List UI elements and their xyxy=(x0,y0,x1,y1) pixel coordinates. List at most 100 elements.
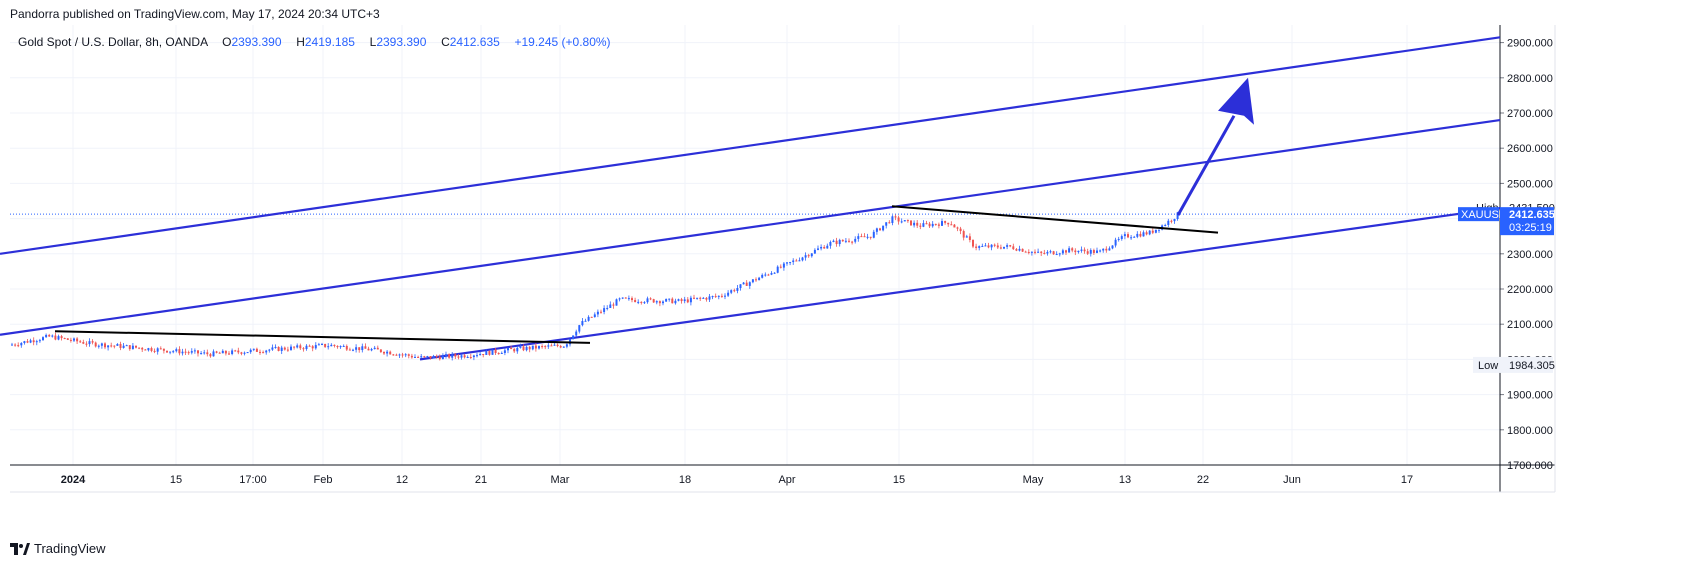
candle-body xyxy=(990,244,993,248)
candle-body xyxy=(463,355,466,358)
low-tag-value: 1984.305 xyxy=(1509,360,1555,372)
candle-body xyxy=(624,297,627,299)
candle-body xyxy=(575,331,578,336)
legend-high: 2419.185 xyxy=(304,35,355,49)
forecast-arrow-shaft xyxy=(1176,115,1236,216)
candle-body xyxy=(823,246,826,249)
candle-body xyxy=(736,288,739,291)
candle-body xyxy=(100,343,103,346)
candle-body xyxy=(689,297,692,303)
candle-body xyxy=(968,236,971,240)
candle-body xyxy=(438,356,441,360)
candle-body xyxy=(987,245,990,248)
candle-body xyxy=(751,279,754,283)
candle-body xyxy=(172,351,175,353)
candle-body xyxy=(336,345,339,348)
candle-body xyxy=(782,263,785,268)
candle-body xyxy=(1167,220,1170,225)
candle-body xyxy=(128,345,131,350)
candle-body xyxy=(221,350,224,354)
tradingview-brand[interactable]: TradingView xyxy=(10,541,106,556)
candle-body xyxy=(389,351,392,355)
y-tick-label: 2900.000 xyxy=(1507,38,1553,50)
candle-body xyxy=(996,245,999,248)
candle-body xyxy=(891,216,894,223)
legend-open-label: O xyxy=(222,35,232,49)
candle-body xyxy=(999,247,1002,249)
candle-body xyxy=(435,355,438,357)
candle-body xyxy=(925,223,928,225)
x-tick-label: 17 xyxy=(1401,474,1413,486)
y-tick-label: 1800.000 xyxy=(1507,425,1553,437)
candle-body xyxy=(683,299,686,302)
candle-body xyxy=(941,221,943,226)
candle-body xyxy=(903,220,906,222)
candle-body xyxy=(1068,248,1071,253)
candle-body xyxy=(820,246,823,249)
x-tick-label: 18 xyxy=(679,474,691,486)
candle-body xyxy=(981,245,984,247)
x-tick-label: 2024 xyxy=(61,474,86,486)
candle-body xyxy=(29,340,32,343)
candle-body xyxy=(76,338,79,342)
candle-body xyxy=(1083,249,1086,252)
candle-body xyxy=(764,274,767,276)
candle-body xyxy=(54,335,57,340)
candle-body xyxy=(302,348,305,350)
candle-body xyxy=(88,341,91,345)
candle-body xyxy=(379,349,382,353)
low-tag-label: Low xyxy=(1478,360,1498,372)
candle-body xyxy=(702,297,705,299)
candle-body xyxy=(215,351,218,353)
candle-body xyxy=(339,346,342,348)
candle-body xyxy=(178,349,181,354)
candle-body xyxy=(1030,251,1033,253)
candle-body xyxy=(559,346,562,348)
y-tick-label: 2500.000 xyxy=(1507,178,1553,190)
candle-body xyxy=(556,344,559,347)
candle-body xyxy=(60,336,63,339)
candle-body xyxy=(1009,245,1012,247)
candle-body xyxy=(860,236,863,238)
candle-body xyxy=(457,356,460,358)
candle-body xyxy=(634,300,637,302)
candle-body xyxy=(66,338,69,340)
candle-body xyxy=(1049,251,1052,253)
candle-body xyxy=(1170,220,1173,222)
candle-body xyxy=(578,325,581,332)
candle-body xyxy=(525,346,528,351)
candle-body xyxy=(79,341,82,343)
candle-body xyxy=(1102,248,1105,251)
candle-body xyxy=(956,227,959,229)
candle-body xyxy=(311,346,314,349)
candle-body xyxy=(1089,250,1092,254)
candle-body xyxy=(51,335,54,337)
candle-body xyxy=(305,345,308,350)
candle-body xyxy=(166,350,168,353)
x-tick-label: 12 xyxy=(396,474,408,486)
candle-body xyxy=(875,228,878,232)
candle-body xyxy=(848,240,850,242)
candle-body xyxy=(866,236,869,238)
candle-body xyxy=(327,346,330,348)
candle-body xyxy=(243,352,246,354)
candle-body xyxy=(162,348,165,351)
candle-body xyxy=(755,279,757,281)
candle-body xyxy=(404,354,407,356)
candle-body xyxy=(175,349,178,352)
legend-low-label: L xyxy=(369,35,377,49)
candle-body xyxy=(479,354,482,356)
y-tick-label: 2100.000 xyxy=(1507,319,1553,331)
candle-body xyxy=(652,299,655,303)
candle-body xyxy=(640,301,643,303)
candle-body xyxy=(550,345,553,347)
candle-body xyxy=(1176,212,1179,219)
candle-body xyxy=(144,349,147,351)
candle-body xyxy=(1145,232,1148,235)
y-tick-label: 2200.000 xyxy=(1507,284,1553,296)
candle-body xyxy=(612,304,615,306)
legend-open: 2393.390 xyxy=(231,35,282,49)
candle-body xyxy=(631,298,633,301)
tradingview-logo-icon xyxy=(10,542,30,555)
